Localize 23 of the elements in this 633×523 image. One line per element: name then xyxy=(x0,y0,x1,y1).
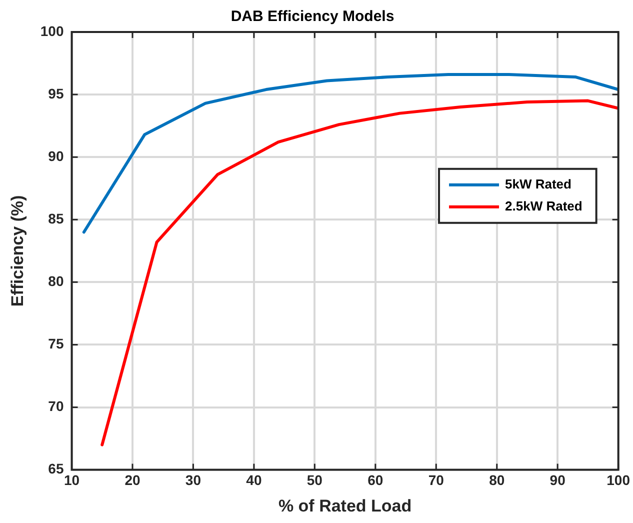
y-tick-label: 85 xyxy=(48,210,64,226)
x-tick-label: 90 xyxy=(550,472,566,488)
legend-label: 2.5kW Rated xyxy=(505,198,582,214)
y-tick-label: 80 xyxy=(48,273,64,290)
y-tick-label: 95 xyxy=(48,85,64,102)
x-tick-label: 50 xyxy=(306,472,323,488)
x-tick-label: 40 xyxy=(246,472,262,488)
y-tick-label: 90 xyxy=(48,148,64,164)
legend-label: 5kW Rated xyxy=(505,176,572,192)
x-tick-label: 10 xyxy=(64,472,80,488)
y-tick-label: 65 xyxy=(48,460,64,477)
x-tick-label: 100 xyxy=(606,472,630,488)
y-tick-label: 75 xyxy=(48,336,64,352)
chart-title: DAB Efficiency Models xyxy=(230,8,394,26)
x-tick-label: 70 xyxy=(428,472,444,488)
x-tick-label: 80 xyxy=(489,472,505,488)
y-tick-label: 100 xyxy=(40,22,64,39)
x-tick-label: 60 xyxy=(368,472,384,488)
x-tick-label: 20 xyxy=(124,472,140,488)
y-tick-label: 70 xyxy=(48,398,64,414)
x-tick-label: 30 xyxy=(185,472,202,488)
y-axis-title: Efficiency (%) xyxy=(8,195,27,307)
x-axis-title: % of Rated Load xyxy=(278,496,412,516)
